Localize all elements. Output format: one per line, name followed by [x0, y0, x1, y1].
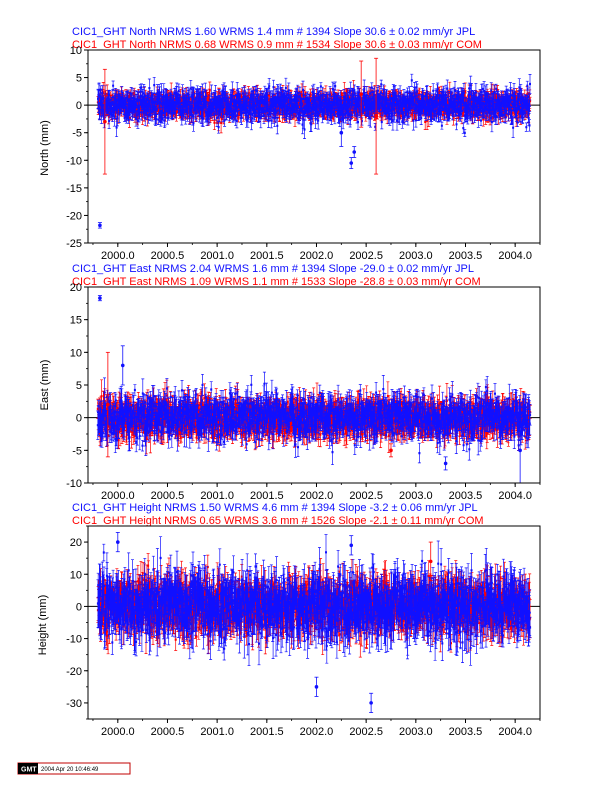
east-ytick-label-2: 0: [76, 413, 82, 425]
east-ylabel: East (mm): [39, 360, 51, 411]
east-series-1: [96, 371, 532, 466]
east-xtick-label-7: 2003.5: [449, 490, 483, 502]
east-ytick-label-6: 20: [70, 282, 82, 294]
east-panel: CIC1_GHT East NRMS 2.04 WRMS 1.6 mm # 13…: [39, 263, 541, 502]
east-xtick-label-3: 2001.5: [250, 490, 284, 502]
height-xtick-label-0: 2000.0: [101, 726, 135, 738]
east-ytick-label-1: -5: [72, 445, 82, 457]
height-xtick-label-1: 2000.5: [151, 726, 185, 738]
north-xtick-label-7: 2003.5: [449, 250, 483, 262]
stamp-timestamp: 2004 Apr 20 10:46:49: [41, 767, 99, 773]
height-xtick-label-2: 2001.0: [200, 726, 234, 738]
north-outlier-1: [102, 68, 107, 175]
north-xtick-label-5: 2002.5: [349, 250, 383, 262]
north-xtick-label-1: 2000.5: [151, 250, 185, 262]
height-outlier-2: [369, 692, 374, 713]
north-outlier-4: [359, 60, 364, 128]
height-xtick-label-6: 2003.0: [399, 726, 433, 738]
height-outlier-4: [428, 541, 433, 582]
north-series-1: [96, 73, 532, 139]
north-xtick-label-2: 2001.0: [200, 250, 234, 262]
height-title-com: CIC1_GHT Height NRMS 0.65 WRMS 3.6 mm # …: [72, 515, 484, 527]
east-outlier-4: [443, 456, 448, 471]
east-outlier-0: [97, 295, 102, 302]
east-xtick-label-1: 2000.5: [151, 490, 185, 502]
north-plot-frame: [87, 49, 541, 244]
north-ytick-label-0: -25: [66, 238, 82, 250]
height-series-1: [96, 534, 532, 667]
east-title-com: CIC1_GHT East NRMS 1.09 WRMS 1.1 mm # 15…: [72, 276, 481, 288]
north-ylabel: North (mm): [39, 120, 51, 176]
east-xtick-label-8: 2004.0: [498, 490, 532, 502]
east-series-1-points: [96, 382, 532, 455]
north-title-jpl: CIC1_GHT North NRMS 1.60 WRMS 1.4 mm # 1…: [72, 26, 475, 38]
east-xtick-label-2: 2001.0: [200, 490, 234, 502]
north-xtick-label-4: 2002.0: [300, 250, 334, 262]
north-xtick-label-8: 2004.0: [498, 250, 532, 262]
height-title-jpl: CIC1_GHT Height NRMS 1.50 WRMS 4.6 mm # …: [72, 502, 478, 514]
north-ytick-label-1: -20: [66, 210, 82, 222]
height-ytick-label-1: -20: [66, 666, 82, 678]
north-outlier-3: [352, 146, 357, 158]
height-xtick-label-8: 2004.0: [498, 726, 532, 738]
north-xtick-label-3: 2001.5: [250, 250, 284, 262]
east-xtick-label-6: 2003.0: [399, 490, 433, 502]
north-outlier-5: [374, 57, 379, 175]
height-ytick-label-3: 0: [76, 601, 82, 613]
height-ytick-label-2: -10: [66, 634, 82, 646]
east-xtick-label-0: 2000.0: [101, 490, 135, 502]
north-outlier-0: [97, 222, 102, 229]
height-xtick-label-3: 2001.5: [250, 726, 284, 738]
east-title-jpl: CIC1_GHT East NRMS 2.04 WRMS 1.6 mm # 13…: [72, 263, 474, 275]
east-series-1-errorbars: [96, 371, 532, 466]
north-ytick-label-7: 10: [70, 45, 82, 57]
height-ytick-label-5: 20: [70, 537, 82, 549]
gmt-logo: GMT: [21, 767, 37, 774]
height-outlier-3: [314, 676, 319, 697]
north-ytick-label-3: -10: [66, 155, 82, 167]
east-outlier-3: [388, 443, 393, 458]
north-panel: CIC1_GHT North NRMS 1.60 WRMS 1.4 mm # 1…: [39, 26, 541, 262]
east-ytick-label-3: 5: [76, 380, 82, 392]
height-ytick-label-4: 10: [70, 569, 82, 581]
north-xtick-label-6: 2003.0: [399, 250, 433, 262]
north-xtick-label-0: 2000.0: [101, 250, 135, 262]
height-series-1-points: [96, 551, 532, 650]
east-outlier-5: [518, 417, 523, 483]
east-outlier-2: [120, 345, 125, 386]
height-outlier-0: [115, 532, 120, 553]
north-outlier-2: [349, 157, 354, 169]
height-ytick-label-0: -30: [66, 698, 82, 710]
height-ylabel: Height (mm): [37, 595, 49, 656]
north-title-com: CIC1_GHT North NRMS 0.68 WRMS 0.9 mm # 1…: [72, 39, 482, 51]
height-xtick-label-7: 2003.5: [449, 726, 483, 738]
height-xtick-label-4: 2002.0: [300, 726, 334, 738]
north-ytick-label-4: -5: [72, 128, 82, 140]
east-ytick-label-0: -10: [66, 478, 82, 490]
east-ytick-label-5: 15: [70, 315, 82, 327]
height-outlier-1: [349, 535, 354, 556]
north-data-points: [88, 57, 540, 229]
north-ytick-label-5: 0: [76, 100, 82, 112]
gmt-stamp: GMT 2004 Apr 20 10:46:49: [17, 762, 131, 775]
north-ytick-label-6: 5: [76, 73, 82, 85]
gmt-logo-box: [18, 763, 38, 774]
height-panel: CIC1_GHT Height NRMS 1.50 WRMS 4.6 mm # …: [37, 502, 541, 738]
north-outlier-6: [339, 118, 344, 147]
east-xtick-label-4: 2002.0: [300, 490, 334, 502]
height-xtick-label-5: 2002.5: [349, 726, 383, 738]
east-plot-frame: [87, 286, 541, 484]
north-series-1-points: [97, 79, 531, 134]
east-xtick-label-5: 2002.5: [349, 490, 383, 502]
east-outlier-1: [105, 351, 110, 458]
north-ytick-label-2: -15: [66, 183, 82, 195]
east-ytick-label-4: 10: [70, 347, 82, 359]
east-data-points: [88, 295, 540, 483]
height-data-points: [88, 532, 540, 713]
